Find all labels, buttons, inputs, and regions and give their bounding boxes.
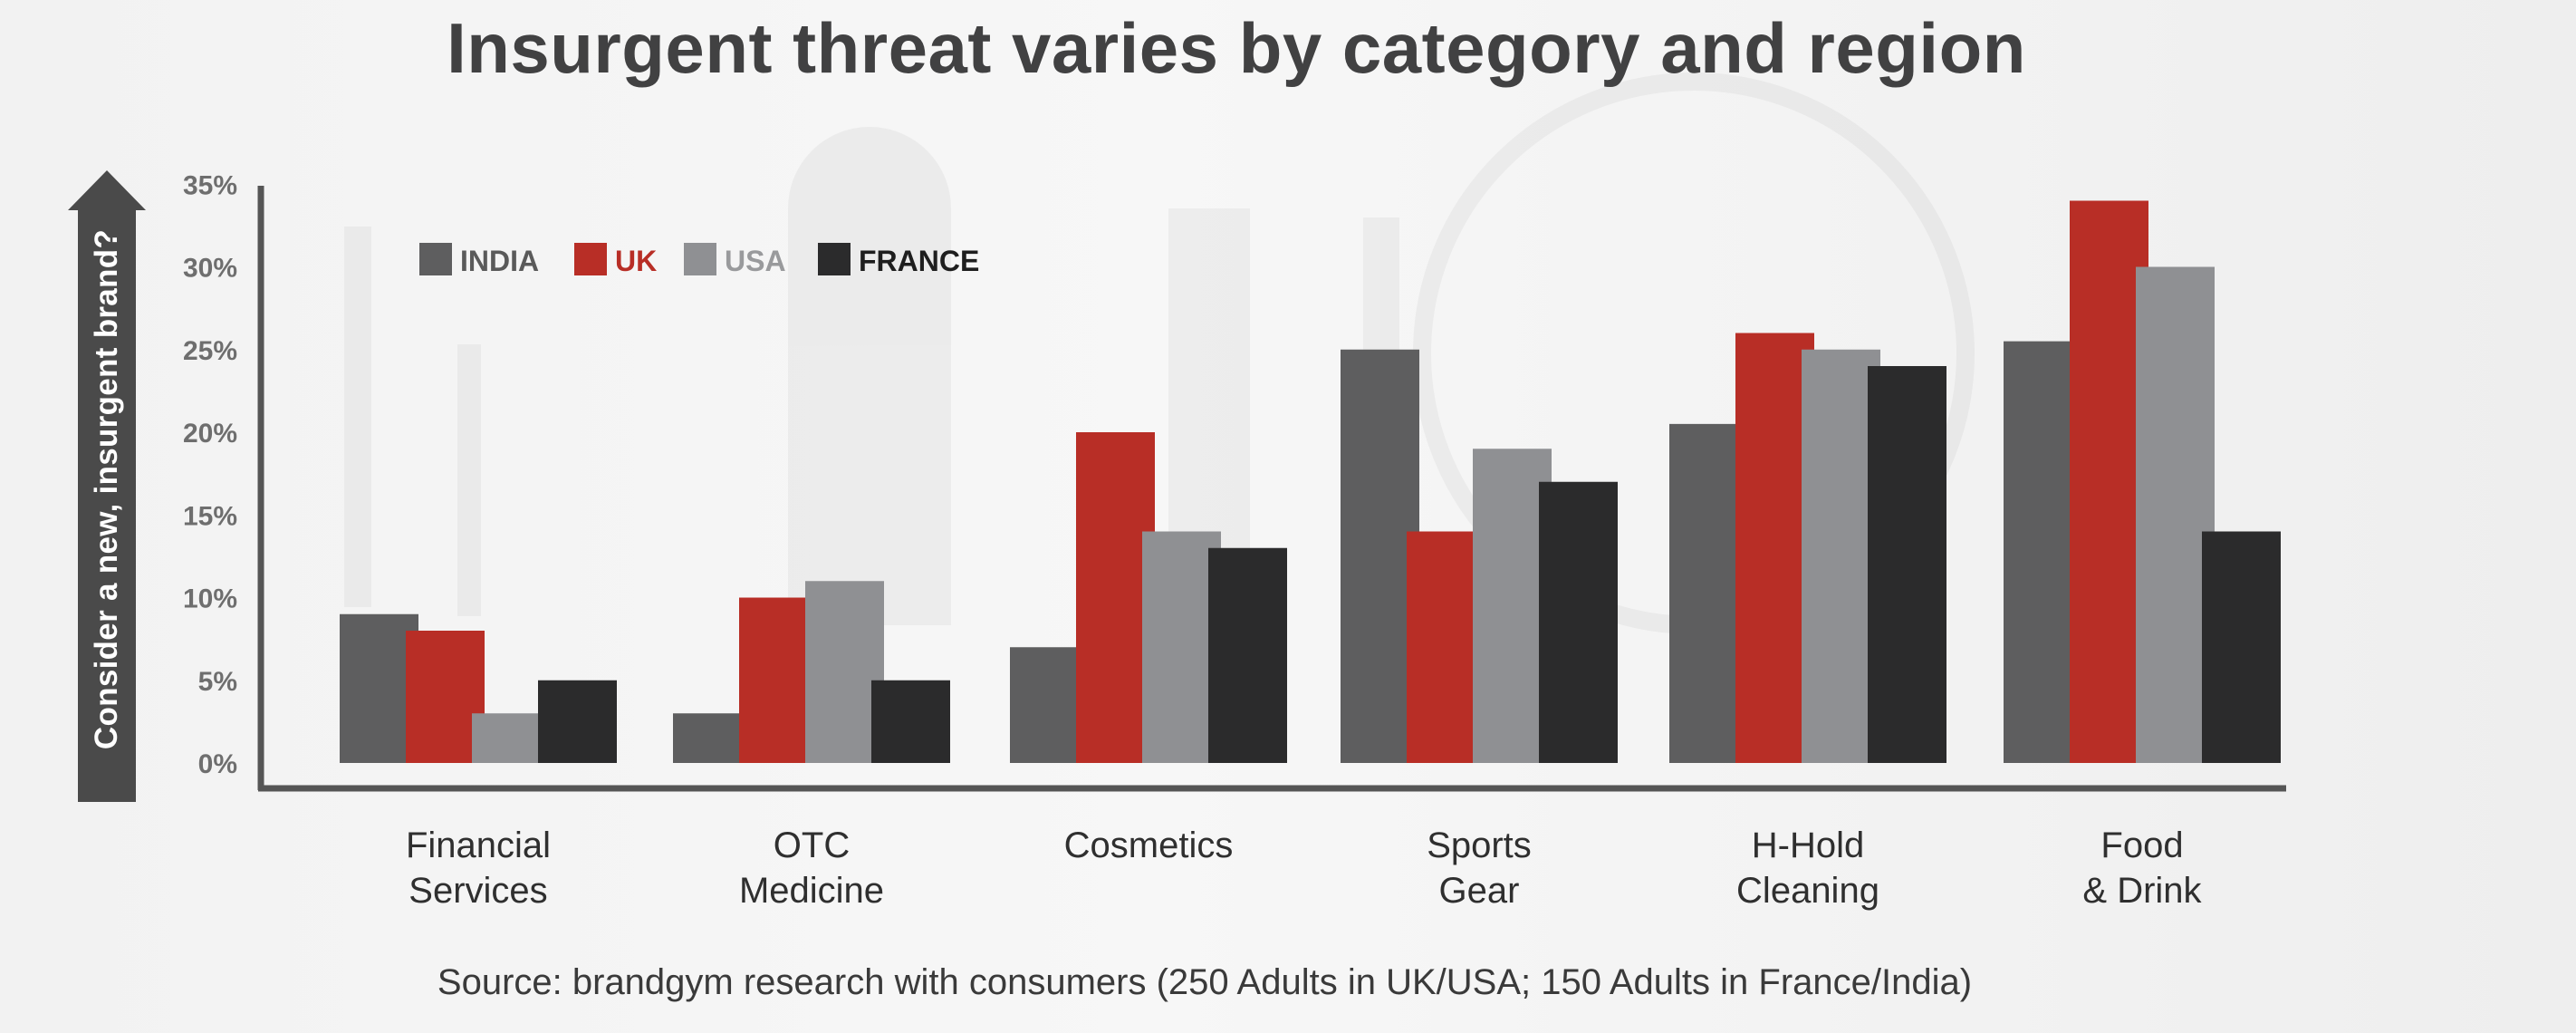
x-axis-labels: Financial Services OTC Medicine Cosmetics Spo… bbox=[406, 825, 2203, 911]
y-tick-label: 5% bbox=[198, 667, 237, 697]
legend-label-india: INDIA bbox=[460, 245, 539, 277]
y-tick-label: 10% bbox=[183, 584, 237, 614]
bar-uk bbox=[406, 631, 485, 763]
x-category-label: & Drink bbox=[2082, 871, 2202, 911]
x-category-label: Food bbox=[2100, 825, 2183, 865]
bar-france bbox=[538, 680, 617, 763]
legend: INDIA UK USA FRANCE bbox=[419, 243, 979, 277]
y-axis-label-container: Consider a new, insurgent brand? bbox=[62, 172, 152, 806]
y-tick-label: 35% bbox=[183, 170, 237, 200]
x-category-label: Medicine bbox=[739, 871, 884, 911]
bar-india bbox=[340, 613, 418, 763]
bars bbox=[340, 200, 2281, 763]
x-category-label: H-Hold bbox=[1752, 825, 1864, 865]
bar-france bbox=[1208, 547, 1287, 763]
bar-india bbox=[1341, 349, 1419, 763]
bar-france bbox=[1539, 481, 1618, 763]
bar-usa bbox=[472, 713, 551, 763]
y-tick-label: 30% bbox=[183, 254, 237, 284]
legend-swatch-usa bbox=[684, 243, 716, 275]
y-tick-label: 0% bbox=[198, 749, 237, 779]
bar-usa bbox=[1473, 449, 1552, 763]
bar-france bbox=[1868, 366, 1946, 763]
bar-uk bbox=[739, 597, 818, 763]
y-tick-label: 20% bbox=[183, 419, 237, 449]
chart-title: Insurgent threat varies by category and … bbox=[447, 8, 2026, 88]
y-axis-arrow bbox=[68, 170, 146, 802]
bar-france bbox=[871, 680, 950, 763]
x-category-label: Services bbox=[409, 871, 547, 911]
x-category-label: Cleaning bbox=[1736, 871, 1879, 911]
bar-uk bbox=[1735, 333, 1814, 763]
y-axis-label: Consider a new, insurgent brand? bbox=[89, 228, 124, 750]
y-tick-label: 15% bbox=[183, 501, 237, 531]
bar-uk bbox=[1407, 531, 1485, 763]
bar-india bbox=[1010, 647, 1089, 763]
bar-india bbox=[673, 713, 752, 763]
axes bbox=[257, 186, 2286, 792]
x-category-label: Sports bbox=[1427, 825, 1532, 865]
bar-uk bbox=[1076, 432, 1155, 763]
bar-india bbox=[2004, 341, 2082, 763]
legend-swatch-india bbox=[419, 243, 452, 275]
bar-usa bbox=[805, 581, 884, 763]
legend-swatch-uk bbox=[574, 243, 607, 275]
bar-usa bbox=[1142, 531, 1221, 763]
legend-swatch-france bbox=[818, 243, 851, 275]
x-category-label: Gear bbox=[1439, 871, 1520, 911]
bar-india bbox=[1669, 423, 1748, 763]
bar-usa bbox=[1802, 349, 1880, 763]
legend-label-france: FRANCE bbox=[859, 245, 979, 277]
legend-label-usa: USA bbox=[725, 245, 786, 277]
x-category-label: OTC bbox=[774, 825, 850, 865]
y-axis-arrow-shape bbox=[68, 170, 146, 802]
bar-uk bbox=[2070, 200, 2148, 763]
bar-usa bbox=[2136, 266, 2215, 763]
x-category-label: Financial bbox=[406, 825, 551, 865]
legend-label-uk: UK bbox=[615, 245, 657, 277]
source-note: Source: brandgym research with consumers… bbox=[437, 962, 1973, 1002]
bar-france bbox=[2202, 531, 2281, 763]
x-category-label: Cosmetics bbox=[1064, 825, 1234, 865]
y-axis-ticks: 0% 5% 10% 15% 20% 25% 30% 35% bbox=[183, 170, 237, 779]
y-tick-label: 25% bbox=[183, 336, 237, 366]
